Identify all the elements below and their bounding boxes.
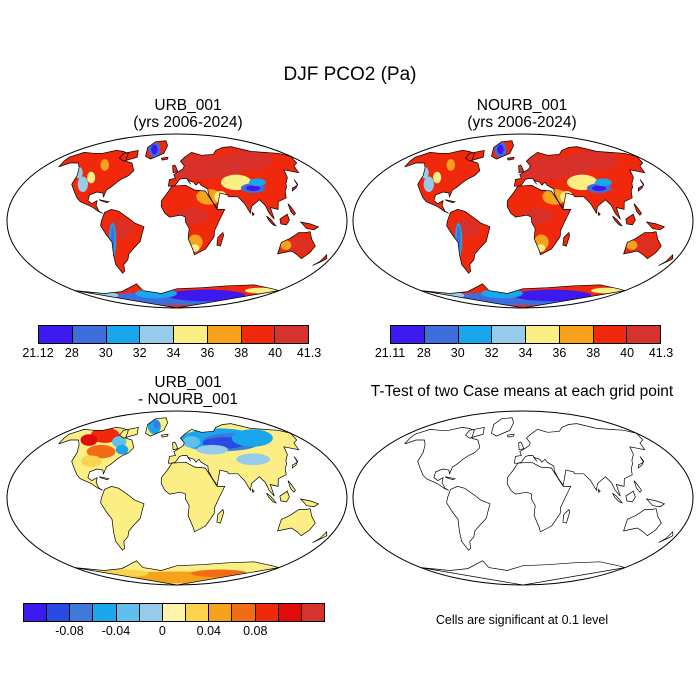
colorbar-swatch: [275, 326, 308, 343]
colorbar-swatch: [139, 604, 163, 621]
colorbar-swatch: [207, 326, 242, 343]
colorbar-swatch: [559, 326, 594, 343]
colorbar-difference: [23, 603, 325, 622]
colorbar-swatch: [116, 604, 140, 621]
panel-3-title-line1: URB_001: [154, 374, 222, 391]
map-urb: [6, 133, 348, 309]
colorbar-swatch: [232, 604, 256, 621]
colorbar-difference-labels: -0.08 -0.04 0 0.04 0.08: [23, 624, 325, 640]
colorbar-swatch: [391, 326, 425, 343]
colorbar-swatch: [162, 604, 187, 621]
colorbar-swatch: [106, 326, 141, 343]
colorbar-tick-label: 41.3: [648, 346, 674, 360]
colorbar-swatch: [186, 604, 210, 621]
colorbar-urb: [38, 325, 309, 344]
colorbar-tick-label: 0.08: [243, 624, 268, 638]
colorbar-swatch: [301, 604, 325, 621]
panel-2-title: NOURB_001 (yrs 2006-2024): [352, 97, 692, 131]
panel-1-title: URB_001 (yrs 2006-2024): [28, 97, 348, 131]
colorbar-swatch: [255, 604, 279, 621]
colorbar-tick-label: 0.04: [196, 624, 222, 638]
colorbar-tick-label: 28: [416, 346, 431, 360]
colorbar-swatch: [47, 604, 71, 621]
map-difference: [6, 410, 348, 586]
colorbar-swatch: [526, 326, 560, 343]
colorbar-swatch: [174, 326, 208, 343]
colorbar-tick-label: 21.12: [22, 346, 54, 360]
colorbar-swatch: [24, 604, 48, 621]
colorbar-swatch: [72, 326, 107, 343]
colorbar-tick-label: -0.08: [55, 624, 84, 638]
colorbar-tick-label: 34: [166, 346, 181, 360]
colorbar-swatch: [241, 326, 276, 343]
colorbar-swatch: [458, 326, 493, 343]
colorbar-swatch: [492, 326, 526, 343]
colorbar-nourb-labels: 21.11 28 30 32 34 36 38 40 41.3: [375, 346, 673, 362]
colorbar-tick-label: 32: [484, 346, 499, 360]
colorbar-swatch: [93, 604, 117, 621]
colorbar-tick-label: 36: [552, 346, 567, 360]
colorbar-swatch: [424, 326, 459, 343]
panel-3-title: URB_001 - NOURB_001: [28, 374, 348, 408]
colorbar-nourb: [390, 325, 661, 344]
colorbar-swatch: [209, 604, 233, 621]
colorbar-swatch: [278, 604, 302, 621]
panel-4-title-line1: T-Test of two Case means at each grid po…: [370, 383, 674, 400]
panel-3-title-line2: - NOURB_001: [138, 391, 238, 408]
map-nourb: [352, 133, 694, 309]
colorbar-swatch: [70, 604, 94, 621]
colorbar-tick-label: 0: [158, 624, 166, 638]
colorbar-swatch: [593, 326, 628, 343]
colorbar-tick-label: -0.04: [101, 624, 131, 638]
colorbar-tick-label: 38: [234, 346, 249, 360]
panel-4-title: T-Test of two Case means at each grid po…: [352, 383, 692, 400]
colorbar-swatch: [627, 326, 660, 343]
colorbar-swatch: [39, 326, 73, 343]
significance-note: Cells are significant at 0.1 level: [435, 613, 609, 627]
colorbar-tick-label: 30: [98, 346, 113, 360]
colorbar-swatch: [140, 326, 174, 343]
colorbar-tick-label: 34: [518, 346, 533, 360]
panel-2-title-line1: NOURB_001: [476, 97, 568, 114]
panel-2-title-line2: (yrs 2006-2024): [467, 114, 577, 131]
colorbar-tick-label: 30: [450, 346, 465, 360]
colorbar-tick-label: 38: [586, 346, 601, 360]
colorbar-tick-label: 40: [268, 346, 283, 360]
panel-1-title-line1: URB_001: [154, 97, 222, 114]
colorbar-tick-label: 21.11: [374, 346, 406, 360]
figure-title: DJF PCO2 (Pa): [283, 64, 417, 85]
map-ttest: [352, 410, 694, 586]
colorbar-tick-label: 32: [132, 346, 147, 360]
panel-1-title-line2: (yrs 2006-2024): [133, 114, 243, 131]
colorbar-urb-labels: 21.12 28 30 32 34 36 38 40 41.3: [22, 346, 321, 362]
colorbar-tick-label: 41.3: [296, 346, 322, 360]
colorbar-tick-label: 36: [200, 346, 215, 360]
colorbar-tick-label: 28: [64, 346, 79, 360]
colorbar-tick-label: 40: [620, 346, 635, 360]
